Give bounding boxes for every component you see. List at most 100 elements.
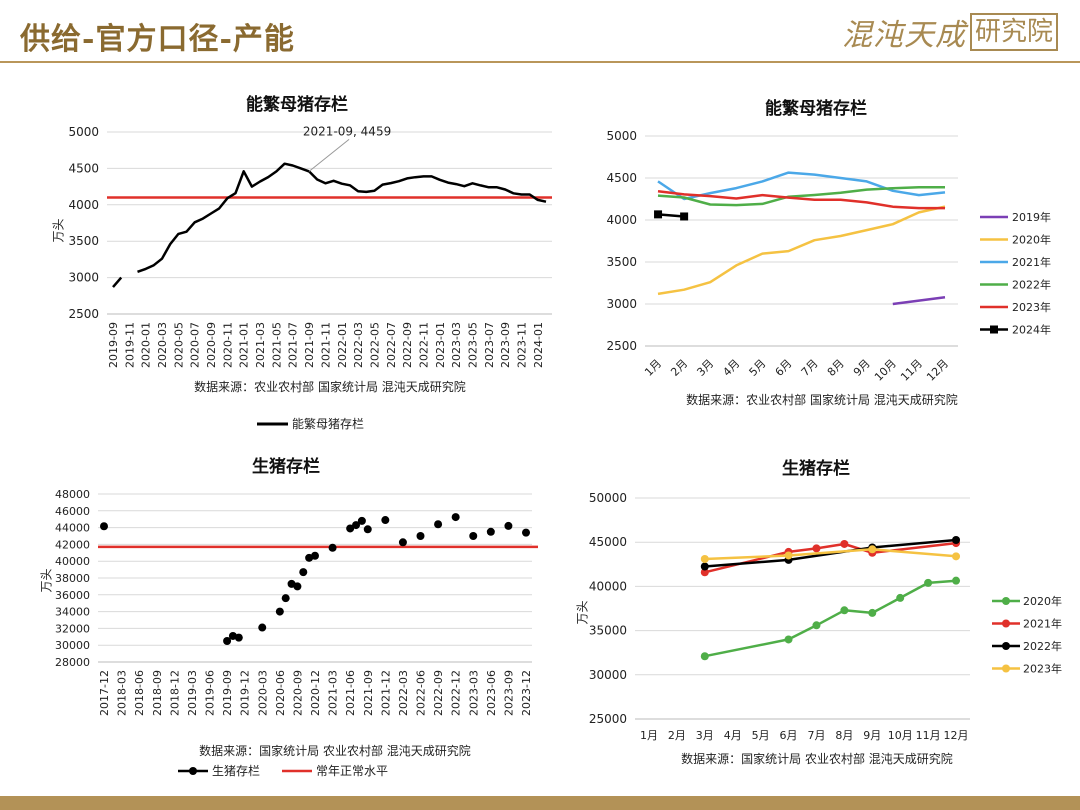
x-tick-label: 2021-06	[344, 670, 357, 716]
x-tick-label: 2020-12	[309, 670, 322, 716]
series-line-2023年	[704, 548, 957, 561]
slide-header: 供给-官方口径-产能 混沌天成 研究院	[0, 0, 1080, 63]
x-tick-label: 3月	[694, 357, 716, 379]
x-tick-label: 6月	[780, 729, 798, 742]
data-point	[381, 516, 390, 525]
x-tick-label: 12月	[924, 357, 951, 384]
x-tick-label: 2021-09	[362, 670, 375, 716]
x-tick-label: 10月	[872, 357, 899, 384]
data-point	[398, 538, 407, 547]
x-tick-label: 2020-01	[140, 322, 153, 368]
legend-label: 2022年	[1023, 639, 1062, 653]
y-tick-label: 34000	[55, 606, 90, 619]
x-tick-label: 2021-05	[270, 322, 283, 368]
x-tick-label: 8月	[835, 729, 853, 742]
x-tick-label: 2020-05	[172, 322, 185, 368]
x-tick-label: 2021-09	[303, 322, 316, 368]
y-tick-label: 40000	[55, 555, 90, 568]
y-tick-label: 4000	[68, 198, 99, 212]
legend-label: 2023年	[1012, 300, 1051, 314]
y-tick-label: 46000	[55, 505, 90, 518]
data-point-2021年	[840, 539, 849, 548]
data-source: 数据来源：国家统计局 农业农村部 混沌天成研究院	[681, 752, 953, 766]
data-point-2020年	[952, 576, 961, 585]
data-point-2023年	[868, 545, 877, 554]
x-tick-label: 2023-07	[483, 322, 496, 368]
x-tick-label: 4月	[720, 357, 742, 379]
legend-label: 2022年	[1012, 278, 1051, 292]
y-tick-label: 36000	[55, 589, 90, 602]
data-point-2020年	[840, 606, 849, 615]
x-tick-label: 8月	[825, 357, 847, 379]
annotation-label: 2021-09, 4459	[303, 124, 391, 138]
data-source: 数据来源：农业农村部 国家统计局 混沌天成研究院	[686, 393, 958, 407]
data-point-2020年	[700, 652, 709, 661]
data-point-2020年	[868, 608, 877, 617]
data-point	[504, 521, 513, 530]
y-tick-label: 5000	[68, 125, 99, 139]
y-tick-label: 2500	[68, 307, 99, 321]
chart-title: 能繁母猪存栏	[765, 99, 867, 119]
footer-bar	[0, 796, 1080, 810]
hogs-seasonal-plot: 25000 30000 35000 40000 45000 50000 1月 2月 3月 4月 5月…	[589, 491, 1062, 742]
header-divider	[0, 61, 1080, 63]
x-tick-label: 2023-05	[466, 322, 479, 368]
x-tick-label: 2020-11	[221, 322, 234, 368]
data-point-2020年	[924, 578, 933, 587]
x-tick-label: 2023-09	[502, 670, 515, 716]
legend-label: 2021年	[1023, 617, 1062, 631]
y-tick-label: 38000	[55, 572, 90, 585]
data-point-2021年	[812, 544, 821, 553]
x-tick-label: 2023-03	[467, 670, 480, 716]
x-tick-label: 2019-06	[204, 670, 217, 716]
y-tick-label: 35000	[589, 624, 627, 638]
x-tick-label: 5月	[747, 357, 769, 379]
x-tick-label: 2023-06	[485, 670, 498, 716]
x-tick-label: 2022-09	[401, 322, 414, 368]
x-tick-label: 11月	[898, 357, 925, 384]
x-tick-label: 2020-06	[274, 670, 287, 716]
legend-label: 2020年	[1012, 233, 1051, 247]
hogs-seasonal-chart: 生猪存栏 万头 25000 30000 35000 40000 45000 50000 1月…	[560, 444, 1080, 796]
sows-seasonal-chart: 能繁母猪存栏 2500 3000 3500 4000 4500 5000 1月 2月 3月 4月 5…	[560, 64, 1080, 444]
x-tick-label: 2022-06	[415, 670, 428, 716]
y-tick-label: 48000	[55, 488, 90, 501]
logo-wordmark: 混沌天成	[841, 18, 966, 53]
series-line-2024年	[657, 213, 685, 218]
x-tick-label: 2022-09	[432, 670, 445, 716]
data-point	[258, 623, 267, 632]
x-tick-label: 10月	[888, 729, 913, 742]
annotation-leader	[308, 138, 350, 172]
y-tick-label: 3000	[68, 271, 99, 285]
x-tick-label: 2022-01	[336, 322, 349, 368]
x-tick-label: 2019-03	[186, 670, 199, 716]
x-tick-label: 2022-03	[352, 322, 365, 368]
x-tick-label: 3月	[696, 729, 714, 742]
x-tick-label: 7月	[807, 729, 825, 742]
x-tick-label: 11月	[916, 729, 941, 742]
data-point	[451, 513, 460, 522]
series-line-2022年	[704, 538, 957, 568]
sows-timeseries-chart: 能繁母猪存栏 万头 2500 3000 3500 4000 4500 5000 2019-0…	[0, 64, 560, 444]
x-tick-label: 2021-01	[238, 322, 251, 368]
sows-seasonal-plot: 2500 3000 3500 4000 4500 5000 1月 2月 3月 4月 5月 6月 7月 8月…	[606, 129, 1051, 384]
data-point-2023年	[952, 552, 961, 561]
x-tick-label: 2019-09	[221, 670, 234, 716]
data-point	[234, 633, 243, 642]
legend-marker	[1002, 664, 1010, 673]
x-tick-label: 2021-11	[319, 322, 332, 368]
data-point-2022年	[700, 562, 709, 571]
legend-marker	[189, 767, 197, 775]
x-tick-label: 2021-07	[287, 322, 300, 368]
data-point	[100, 522, 108, 531]
y-tick-label: 42000	[55, 538, 90, 551]
x-tick-label: 2023-09	[499, 322, 512, 368]
data-point	[486, 527, 495, 536]
x-tick-label: 2018-12	[168, 670, 181, 716]
x-tick-label: 2月	[668, 357, 690, 379]
x-tick-label: 2022-03	[397, 670, 410, 716]
x-tick-label: 12月	[944, 729, 969, 742]
x-tick-label: 2022-05	[368, 322, 381, 368]
x-tick-label: 2023-03	[450, 322, 463, 368]
data-point-2024年	[680, 212, 689, 221]
